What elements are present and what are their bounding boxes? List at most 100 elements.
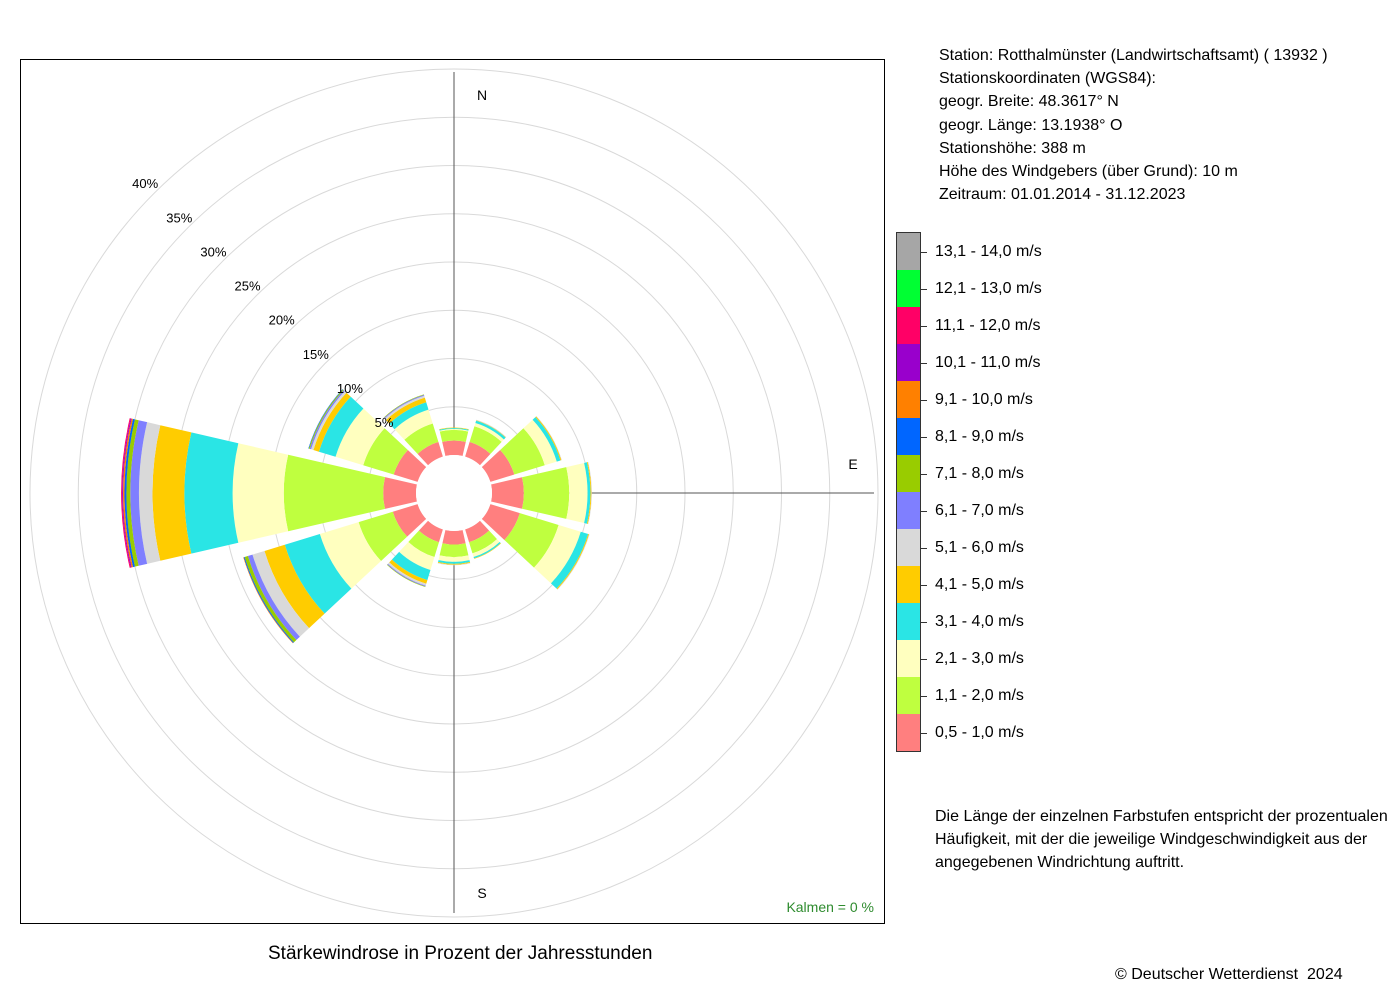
station-latitude: geogr. Breite: 48.3617° N bbox=[939, 93, 1119, 111]
wedge-dir0-class4 bbox=[439, 427, 469, 430]
legend-label: 5,1 - 6,0 m/s bbox=[935, 538, 1024, 556]
wedge-dir210-class4 bbox=[389, 559, 428, 584]
wedge-dir60-class1 bbox=[500, 428, 545, 475]
wedge-dir240-class0 bbox=[392, 504, 427, 537]
legend-label: 12,1 - 13,0 m/s bbox=[935, 279, 1042, 297]
wedge-dir180-class3 bbox=[438, 560, 470, 564]
wedge-dir30-class3 bbox=[475, 420, 506, 440]
legend-tick bbox=[921, 436, 927, 438]
chart-title: Stärkewindrose in Prozent der Jahresstun… bbox=[268, 943, 653, 964]
wedge-dir30-class1 bbox=[469, 426, 502, 454]
station-name: Station: Rotthalmünster (Landwirtschafts… bbox=[939, 47, 1328, 64]
legend-tick bbox=[921, 732, 927, 734]
wedge-dir330-class2 bbox=[394, 409, 433, 440]
wedge-dir300-class1 bbox=[363, 428, 408, 475]
legend-label: 6,1 - 7,0 m/s bbox=[935, 501, 1024, 519]
wedge-dir270-class11 bbox=[121, 418, 131, 568]
legend-tick bbox=[921, 547, 927, 549]
wedge-dir120-class1 bbox=[504, 513, 559, 568]
wedge-dir210-class5 bbox=[387, 562, 427, 586]
wedge-dir150-class1 bbox=[469, 530, 498, 554]
wedge-dir300-class5 bbox=[311, 391, 347, 451]
legend-label: 3,1 - 4,0 m/s bbox=[935, 612, 1024, 630]
calm-label: Kalmen = 0 % bbox=[786, 899, 874, 915]
wedge-dir270-class2 bbox=[232, 443, 289, 543]
wedge-dir300-class4 bbox=[313, 392, 351, 452]
legend-swatch bbox=[897, 677, 920, 714]
legend-label: 2,1 - 3,0 m/s bbox=[935, 649, 1024, 667]
legend-tick bbox=[921, 695, 927, 697]
legend-label: 11,1 - 12,0 m/s bbox=[935, 316, 1041, 334]
wedge-dir120-class0 bbox=[481, 504, 520, 540]
wedge-dir120-class2 bbox=[534, 524, 581, 584]
radial-tick-label-40: 40% bbox=[132, 176, 158, 191]
compass-label-e: E bbox=[848, 456, 857, 472]
wedge-dir0-class3 bbox=[439, 427, 469, 431]
legend-label: 13,1 - 14,0 m/s bbox=[935, 242, 1042, 260]
speed-legend bbox=[896, 232, 921, 752]
legend-swatch bbox=[897, 344, 920, 381]
wedge-dir0-class1 bbox=[439, 429, 469, 442]
wedge-dir240-class4 bbox=[264, 544, 325, 629]
legend-swatch bbox=[897, 566, 920, 603]
legend-tick bbox=[921, 325, 927, 327]
wedge-dir150-class0 bbox=[465, 520, 490, 543]
wedge-dir30-class2 bbox=[474, 422, 504, 442]
legend-label: 0,5 - 1,0 m/s bbox=[935, 723, 1024, 741]
wedge-dir300-class2 bbox=[335, 408, 385, 466]
wedge-dir270-class7 bbox=[126, 419, 139, 567]
station-coordinates-heading: Stationskoordinaten (WGS84): bbox=[939, 70, 1156, 88]
legend-swatch bbox=[897, 270, 920, 307]
wedge-dir90-class0 bbox=[491, 477, 524, 509]
wedge-dir180-class2 bbox=[438, 555, 470, 562]
legend-swatch bbox=[897, 381, 920, 418]
compass-label-n: N bbox=[477, 87, 487, 103]
legend-tick bbox=[921, 658, 927, 660]
legend-swatch bbox=[897, 529, 920, 566]
wedge-dir270-class1 bbox=[283, 454, 386, 532]
legend-tick bbox=[921, 399, 927, 401]
wedge-dir240-class3 bbox=[284, 534, 352, 614]
wedge-dir90-class3 bbox=[584, 462, 591, 524]
legend-swatch bbox=[897, 640, 920, 677]
wedge-dir240-class5 bbox=[252, 550, 310, 637]
wedge-dir30-class0 bbox=[465, 441, 491, 466]
compass-label-s: S bbox=[477, 885, 486, 901]
wedge-dir150-class3 bbox=[473, 541, 501, 559]
station-elevation: Stationshöhe: 388 m bbox=[939, 139, 1086, 157]
wedge-dir300-class0 bbox=[393, 449, 427, 482]
radial-tick-label-15: 15% bbox=[303, 347, 329, 362]
legend-label: 8,1 - 9,0 m/s bbox=[935, 427, 1024, 445]
wedge-dir270-class6 bbox=[130, 420, 148, 566]
legend-tick bbox=[921, 621, 927, 623]
wedge-dir240-class1 bbox=[358, 511, 408, 562]
wedge-dir270-class5 bbox=[139, 422, 161, 564]
radial-tick-label-20: 20% bbox=[269, 313, 295, 328]
wedge-dir180-class1 bbox=[439, 543, 469, 558]
wedge-dir90-class4 bbox=[586, 462, 592, 524]
station-longitude: geogr. Länge: 13.1938° O bbox=[939, 116, 1123, 134]
wedge-dir150-class2 bbox=[472, 539, 500, 558]
wedge-dir120-class3 bbox=[550, 531, 589, 589]
radial-tick-label-35: 35% bbox=[166, 210, 192, 225]
wedge-dir60-class3 bbox=[532, 417, 561, 462]
wedge-dir240-class6 bbox=[247, 554, 300, 641]
radial-tick-label-10: 10% bbox=[337, 381, 363, 396]
wedge-dir330-class4 bbox=[385, 397, 427, 424]
wedge-dir210-class1 bbox=[408, 530, 439, 558]
legend-label: 7,1 - 8,0 m/s bbox=[935, 464, 1024, 482]
legend-swatch bbox=[897, 492, 920, 529]
legend-swatch bbox=[897, 418, 920, 455]
wedge-dir0-class2 bbox=[439, 428, 469, 432]
anemometer-height: Höhe des Windgebers (über Grund): 10 m bbox=[939, 163, 1238, 181]
legend-tick bbox=[921, 288, 927, 290]
radial-tick-label-25: 25% bbox=[235, 279, 261, 294]
wedge-dir270-class8 bbox=[124, 418, 135, 568]
legend-label: 10,1 - 11,0 m/s bbox=[935, 353, 1041, 371]
windrose-svg: 5% 10% 15% 20% 25% 30% 35% 40% N E S bbox=[29, 68, 879, 918]
legend-label: 4,1 - 5,0 m/s bbox=[935, 575, 1024, 593]
wedge-dir270-class10 bbox=[122, 418, 132, 568]
grid-circle-40 bbox=[29, 68, 879, 918]
wedge-dir330-class3 bbox=[389, 402, 429, 430]
wedge-dir60-class2 bbox=[523, 419, 557, 466]
